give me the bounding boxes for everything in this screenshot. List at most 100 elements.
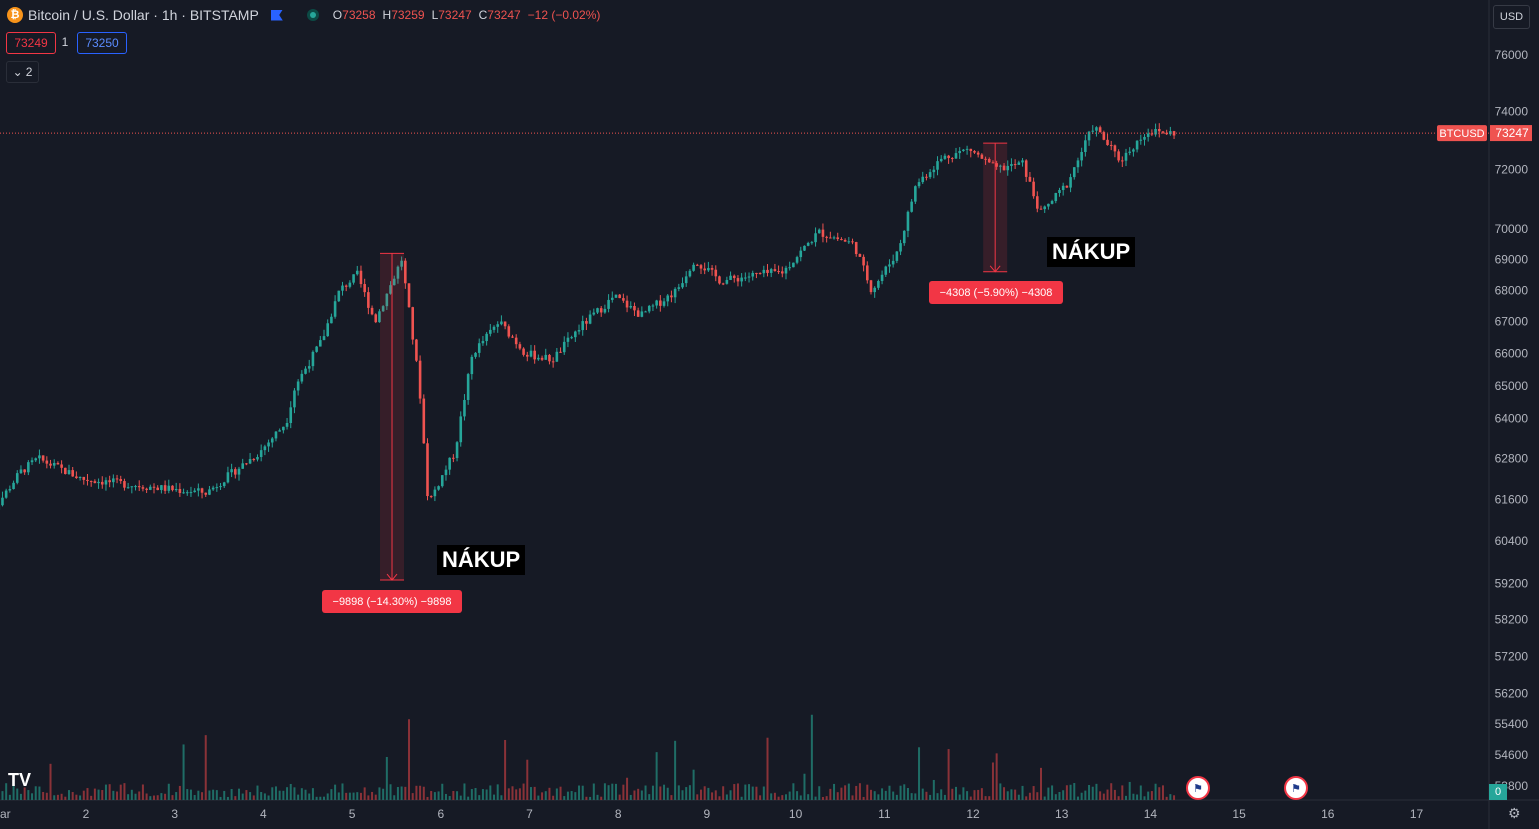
volume-bar bbox=[5, 783, 8, 800]
candle-body bbox=[418, 360, 422, 399]
volume-bar bbox=[452, 790, 455, 800]
measure-label-2[interactable]: −4308 (−5.90%) −4308 bbox=[929, 281, 1063, 304]
volume-bar bbox=[97, 789, 100, 800]
volume-bar bbox=[289, 783, 292, 800]
candle-body bbox=[15, 473, 19, 483]
volume-bar bbox=[858, 783, 861, 800]
candle-body bbox=[319, 340, 322, 347]
volume-bar bbox=[844, 785, 847, 800]
volume-bar bbox=[570, 791, 573, 800]
candle-body bbox=[1010, 164, 1013, 166]
economic-event-icon[interactable]: ⚑ bbox=[1186, 776, 1210, 800]
volume-bar bbox=[618, 794, 621, 800]
price-axis-label: 72000 bbox=[1495, 162, 1529, 176]
candle-body bbox=[300, 373, 304, 382]
volume-bar bbox=[256, 785, 259, 800]
volume-bar bbox=[537, 795, 540, 800]
candle-body bbox=[899, 243, 902, 252]
market-status-icon[interactable] bbox=[306, 9, 319, 21]
candle-body bbox=[999, 165, 1002, 167]
flag-icon[interactable] bbox=[270, 9, 283, 21]
candle-body bbox=[52, 462, 56, 466]
chevron-down-icon: ⌄ bbox=[12, 65, 23, 79]
candle-body bbox=[544, 354, 548, 360]
volume-bar bbox=[82, 790, 85, 800]
volume-bar bbox=[474, 788, 477, 800]
candle-body bbox=[596, 308, 599, 313]
candle-body bbox=[1095, 127, 1098, 131]
candle-body bbox=[1161, 131, 1165, 133]
volume-bar bbox=[773, 792, 776, 800]
gear-icon[interactable]: ⚙ bbox=[1508, 805, 1521, 821]
candle-body bbox=[489, 329, 492, 334]
volume-bar bbox=[238, 788, 241, 800]
candle-body bbox=[389, 285, 392, 294]
volume-bar bbox=[552, 795, 555, 800]
volume-bar bbox=[123, 783, 126, 800]
candle-body bbox=[980, 154, 984, 159]
candle-body bbox=[799, 250, 803, 258]
volume-bar bbox=[496, 784, 499, 800]
volume-bar bbox=[688, 785, 691, 800]
candle-body bbox=[570, 337, 573, 339]
candle-body bbox=[304, 368, 307, 374]
volume-bar bbox=[866, 784, 869, 800]
volume-bar bbox=[249, 792, 252, 800]
volume-bar bbox=[1161, 785, 1164, 800]
volume-bar bbox=[164, 793, 167, 800]
candle-body bbox=[647, 305, 651, 312]
nakup-label-1[interactable]: NÁKUP bbox=[437, 545, 526, 575]
economic-event-icon[interactable]: ⚑ bbox=[1284, 776, 1308, 800]
candle-body bbox=[285, 423, 289, 427]
candle-body bbox=[381, 306, 385, 312]
price-axis-label: 60400 bbox=[1495, 534, 1529, 548]
candle-body bbox=[1072, 167, 1076, 178]
candle-body bbox=[780, 271, 784, 274]
candle-body bbox=[1150, 133, 1154, 135]
candle-body bbox=[171, 485, 174, 491]
volume-bar bbox=[541, 792, 544, 800]
volume-bar bbox=[341, 783, 344, 800]
candle-body bbox=[836, 237, 840, 240]
volume-bar bbox=[252, 795, 255, 800]
buy-price-button[interactable]: 73250 bbox=[77, 32, 127, 54]
candle-body bbox=[45, 460, 49, 464]
volume-bar bbox=[260, 791, 263, 800]
volume-bar bbox=[286, 787, 289, 800]
currency-select[interactable]: USD bbox=[1493, 5, 1530, 29]
volume-bar bbox=[718, 796, 721, 800]
candle-body bbox=[991, 162, 995, 164]
candle-body bbox=[588, 314, 592, 324]
price-axis-label: 69000 bbox=[1495, 252, 1529, 266]
candle-body bbox=[86, 479, 89, 481]
volume-bar bbox=[49, 763, 52, 800]
volume-bar bbox=[759, 795, 762, 800]
sell-price-button[interactable]: 73249 bbox=[6, 32, 56, 54]
volume-bar bbox=[892, 791, 895, 800]
volume-bar bbox=[385, 756, 388, 800]
candle-body bbox=[270, 438, 274, 443]
candle-body bbox=[27, 462, 30, 473]
candle-body bbox=[858, 254, 862, 257]
candle-body bbox=[1043, 206, 1046, 210]
time-axis-label: 16 bbox=[1321, 807, 1335, 821]
candle-body bbox=[344, 285, 348, 287]
volume-bar bbox=[278, 790, 281, 800]
volume-bar bbox=[777, 796, 780, 800]
candle-body bbox=[710, 268, 714, 270]
tradingview-logo[interactable]: TV bbox=[8, 770, 32, 790]
volume-bar bbox=[1106, 789, 1109, 800]
nakup-label-2[interactable]: NÁKUP bbox=[1047, 237, 1136, 267]
volume-bar bbox=[141, 784, 144, 800]
indicators-toggle[interactable]: ⌄ 2 bbox=[6, 61, 39, 83]
volume-bar bbox=[1128, 781, 1131, 800]
candle-body bbox=[440, 475, 444, 487]
candle-body bbox=[1032, 181, 1035, 197]
volume-bar bbox=[204, 735, 207, 800]
candle-body bbox=[326, 323, 330, 337]
measure-label-1[interactable]: −9898 (−14.30%) −9898 bbox=[322, 590, 462, 613]
volume-bar bbox=[559, 786, 562, 800]
symbol-title[interactable]: Bitcoin / U.S. Dollar · 1h · BITSTAMP bbox=[28, 7, 259, 23]
volume-bar bbox=[515, 789, 518, 800]
